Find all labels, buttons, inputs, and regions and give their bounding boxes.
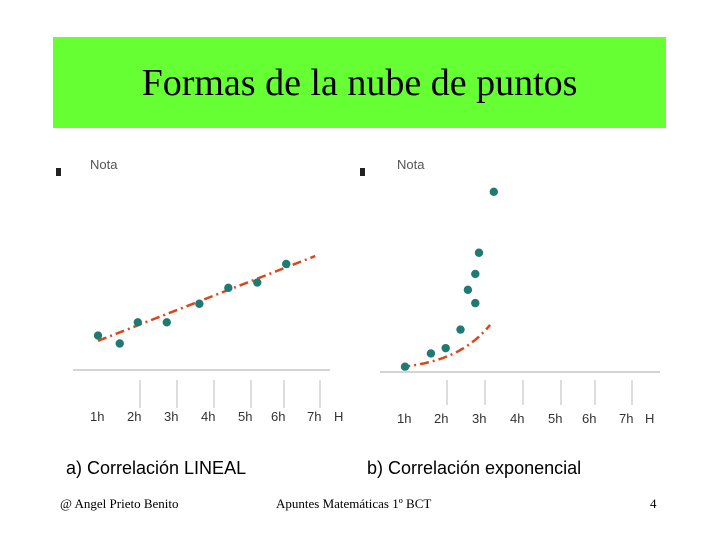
footer-course: Apuntes Matemáticas 1º BCT: [276, 496, 432, 511]
x-tick-label-b: 1h: [397, 411, 411, 426]
data-point-b: [400, 362, 410, 371]
data-point-b: [426, 349, 436, 358]
data-point-b: [474, 248, 484, 257]
data-point-b: [456, 325, 465, 334]
x-axis-label-b: H: [645, 411, 654, 426]
x-tick-label-a: 5h: [238, 409, 252, 424]
x-tick-label-a: 3h: [164, 409, 178, 424]
ylabel-marker-a: [56, 168, 61, 176]
x-tick-label-a: 2h: [127, 409, 141, 424]
caption-exponential: b) Correlación exponencial: [367, 458, 582, 478]
data-point-a: [253, 278, 262, 287]
x-tick-label-b: 4h: [510, 411, 524, 426]
x-tick-label-a: 1h: [90, 409, 104, 424]
data-point-a: [162, 318, 171, 327]
data-point-b: [463, 285, 473, 295]
x-tick-label-b: 6h: [582, 411, 596, 426]
chart-linear: Nota 1h 2h 3h 4h 5h 6h 7h H: [56, 157, 343, 424]
x-tick-label-b: 2h: [434, 411, 448, 426]
title-banner: Formas de la nube de puntos: [53, 37, 666, 128]
data-point-a: [282, 259, 291, 269]
data-point-b: [441, 343, 450, 353]
data-point-b: [489, 187, 498, 196]
page-number: 4: [650, 496, 657, 511]
trend-curve-b: [401, 324, 492, 369]
data-point-b: [471, 269, 480, 279]
footer-author: @ Angel Prieto Benito: [60, 496, 179, 511]
x-axis-label-a: H: [334, 409, 343, 424]
x-tick-label-a: 7h: [307, 409, 321, 424]
y-axis-label-b: Nota: [397, 157, 425, 172]
x-tick-label-b: 3h: [472, 411, 486, 426]
data-point-a: [224, 283, 233, 293]
x-tick-label-b: 5h: [548, 411, 562, 426]
trend-line-a: [97, 254, 316, 343]
caption-linear: a) Correlación LINEAL: [66, 458, 247, 478]
slide-title: Formas de la nube de puntos: [141, 62, 578, 104]
y-axis-label-a: Nota: [90, 157, 118, 172]
data-point-a: [115, 339, 124, 348]
x-tick-label-a: 4h: [201, 409, 215, 424]
data-point-a: [93, 331, 103, 340]
data-point-a: [133, 318, 143, 327]
x-tick-label-b: 7h: [619, 411, 633, 426]
ylabel-marker-b: [360, 168, 365, 176]
data-point-b: [471, 298, 480, 308]
data-point-a: [195, 299, 204, 308]
x-tick-label-a: 6h: [271, 409, 285, 424]
chart-exponential: Nota 1h 2h 3h 4h 5h 6h 7h H: [360, 157, 660, 426]
